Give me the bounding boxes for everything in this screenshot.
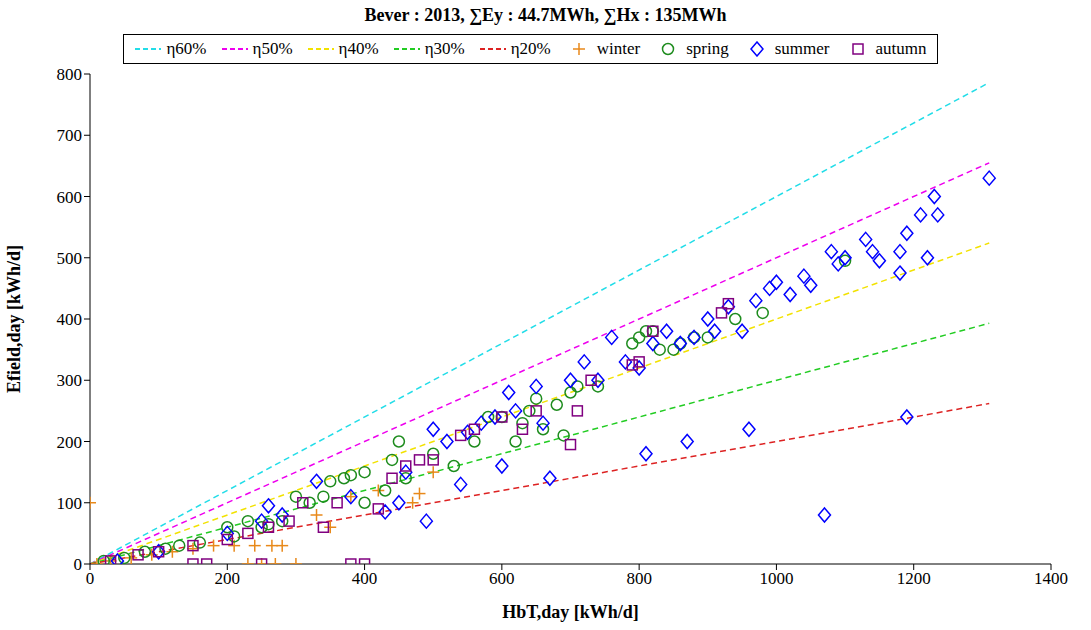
html-text:η50%: η50% <box>252 39 293 58</box>
svg-text:700: 700 <box>57 126 83 145</box>
svg-text:400: 400 <box>57 310 83 329</box>
svg-text:200: 200 <box>57 433 83 452</box>
html-text:η30%: η30% <box>424 39 465 58</box>
svg-text:500: 500 <box>57 249 83 268</box>
html-text:spring: spring <box>686 39 729 58</box>
svg-text:800: 800 <box>57 65 83 84</box>
svg-text:1000: 1000 <box>759 569 793 588</box>
html-text:Bever : 2013, ∑Ey : 44.7MWh, ∑: Bever : 2013, ∑Ey : 44.7MWh, ∑Hx : 135MW… <box>364 5 727 25</box>
html-text:summer: summer <box>774 39 830 58</box>
svg-text:600: 600 <box>57 188 83 207</box>
svg-text:600: 600 <box>489 569 515 588</box>
svg-text:0: 0 <box>74 555 83 574</box>
svg-text:800: 800 <box>626 569 652 588</box>
svg-text:1200: 1200 <box>897 569 931 588</box>
html-text:η60%: η60% <box>166 39 207 58</box>
html-text:η40%: η40% <box>338 39 379 58</box>
svg-text:200: 200 <box>215 569 241 588</box>
svg-text:1400: 1400 <box>1034 569 1068 588</box>
html-text:winter: winter <box>596 39 641 58</box>
svg-text:Efield,day [kWh/d]: Efield,day [kWh/d] <box>4 245 24 393</box>
svg-text:300: 300 <box>57 371 83 390</box>
svg-text:400: 400 <box>352 569 378 588</box>
html-text:autumn: autumn <box>875 39 927 58</box>
html-text:η20%: η20% <box>510 39 551 58</box>
svg-text:0: 0 <box>86 569 95 588</box>
svg-text:HbT,day [kWh/d]: HbT,day [kWh/d] <box>502 602 639 622</box>
svg-text:100: 100 <box>57 494 83 513</box>
